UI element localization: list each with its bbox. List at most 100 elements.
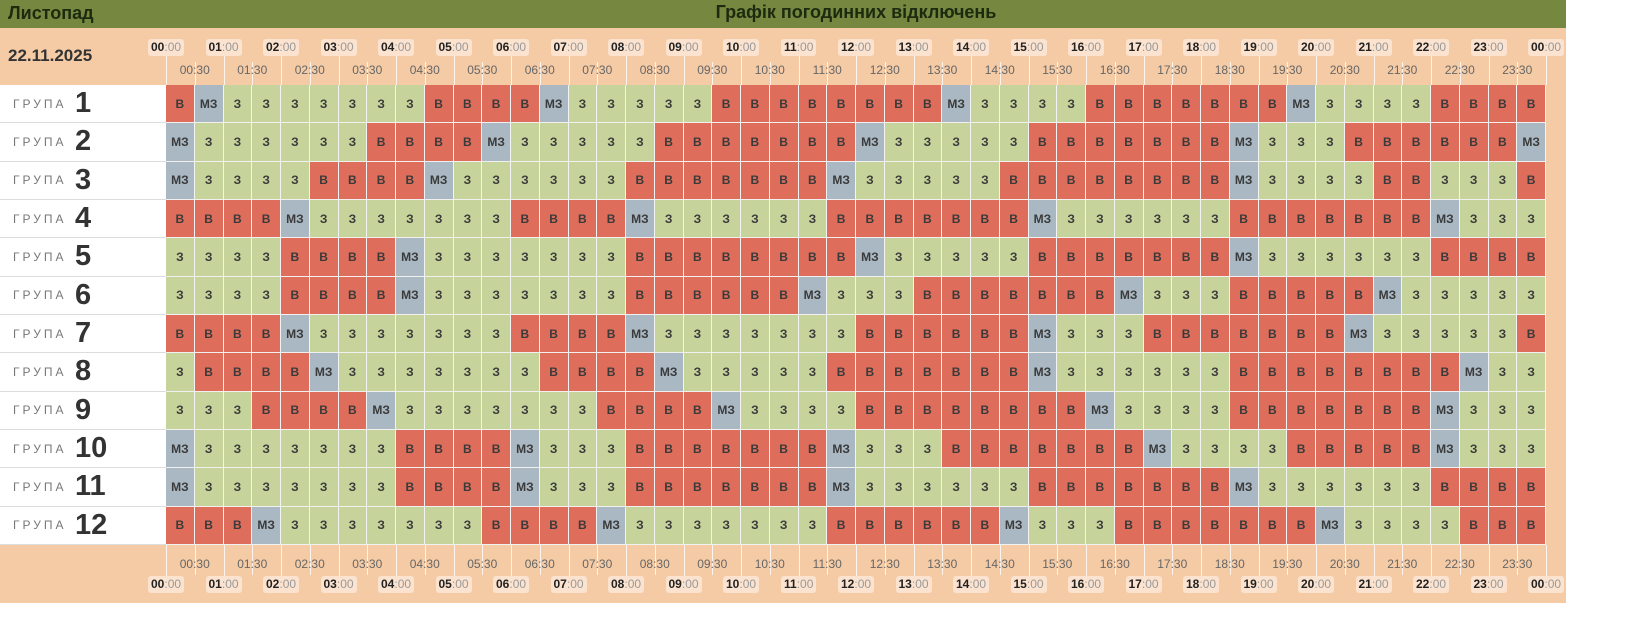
column-divider <box>597 62 599 85</box>
column-divider <box>1201 545 1202 581</box>
schedule-cell: З <box>798 353 828 392</box>
schedule-cell: МЗ <box>827 430 856 469</box>
schedule-cell: В <box>626 276 655 315</box>
schedule-cell: МЗ <box>1028 200 1058 239</box>
column-divider <box>798 545 800 581</box>
hour-label: 18:00 <box>1183 576 1220 593</box>
half-hour-label: 17:30 <box>1157 557 1188 571</box>
schedule-cell: З <box>942 238 971 277</box>
schedule-cell: З <box>827 315 856 354</box>
schedule-cell: В <box>424 468 454 507</box>
half-hour-label: 02:30 <box>294 557 325 571</box>
schedule-cell: МЗ <box>482 123 511 162</box>
schedule-cell: З <box>453 391 483 430</box>
hour-minutes: :00 <box>911 577 929 591</box>
column-divider <box>281 56 282 85</box>
hour-bold: 05 <box>438 40 452 54</box>
hour-label: 08:00 <box>608 39 645 56</box>
schedule-cell: В <box>1431 238 1460 277</box>
hour-bold: 16 <box>1071 577 1085 591</box>
schedule-cell: З <box>453 200 483 239</box>
schedule-cell: В <box>971 430 1000 469</box>
column-divider <box>1517 62 1519 85</box>
schedule-cell: З <box>1114 315 1144 354</box>
schedule-cell: В <box>884 200 914 239</box>
column-divider <box>396 545 397 581</box>
schedule-cell: В <box>367 123 396 162</box>
schedule-cell: МЗ <box>1229 468 1259 507</box>
column-divider <box>1086 56 1087 85</box>
schedule-cell: В <box>597 391 626 430</box>
schedule-cell: МЗ <box>999 506 1029 545</box>
hour-label: 05:00 <box>435 576 472 593</box>
schedule-cell: В <box>1316 391 1345 430</box>
column-divider <box>1143 56 1145 85</box>
group-label: ГРУПА 12 <box>0 506 166 545</box>
schedule-cell: В <box>1143 315 1173 354</box>
hour-minutes: :00 <box>1256 40 1274 54</box>
hour-minutes: :00 <box>969 577 987 591</box>
column-divider <box>1028 545 1030 581</box>
column-divider <box>654 62 656 85</box>
schedule-cell: В <box>712 238 741 277</box>
half-hour-label: 14:30 <box>984 63 1015 77</box>
schedule-cell: В <box>999 353 1029 392</box>
hour-minutes: :00 <box>509 40 527 54</box>
schedule-cell: З <box>1258 430 1288 469</box>
schedule-cell: З <box>194 468 224 507</box>
schedule-cell: В <box>1517 85 1546 124</box>
schedule-cell: В <box>1287 391 1316 430</box>
schedule-cell: З <box>884 276 914 315</box>
schedule-cell: В <box>1172 468 1201 507</box>
schedule-cell: З <box>884 430 914 469</box>
schedule-cell: В <box>971 276 1000 315</box>
half-hour-label: 08:30 <box>639 63 670 77</box>
schedule-cell: З <box>453 353 483 392</box>
schedule-cell: В <box>453 123 483 162</box>
column-divider <box>1344 62 1346 85</box>
schedule-cell: В <box>1028 391 1058 430</box>
column-divider <box>884 62 886 85</box>
schedule-cell: В <box>1201 123 1230 162</box>
column-divider <box>223 56 225 85</box>
schedule-cell: З <box>827 276 856 315</box>
column-divider <box>223 545 225 581</box>
schedule-cell: В <box>1316 353 1345 392</box>
schedule-cell: В <box>166 315 195 354</box>
schedule-cell: З <box>281 123 310 162</box>
hour-label: 00:00 <box>148 39 185 56</box>
half-hour-label: 22:30 <box>1444 63 1475 77</box>
schedule-cell: В <box>1143 238 1173 277</box>
hour-minutes: :00 <box>1371 40 1389 54</box>
hour-minutes: :00 <box>164 577 182 591</box>
schedule-cell: З <box>568 276 598 315</box>
schedule-cell: З <box>1057 506 1086 545</box>
schedule-cell: В <box>856 315 885 354</box>
schedule-cell: В <box>712 161 741 200</box>
hour-label: 23:00 <box>1470 39 1507 56</box>
half-hour-label: 00:30 <box>179 557 210 571</box>
schedule-cell: МЗ <box>798 276 828 315</box>
schedule-cell: З <box>913 430 943 469</box>
schedule-cell: МЗ <box>1114 276 1144 315</box>
schedule-cell: В <box>827 238 856 277</box>
schedule-cell: В <box>856 85 885 124</box>
hour-minutes: :00 <box>681 40 699 54</box>
schedule-cell: В <box>1402 123 1431 162</box>
schedule-cell: В <box>683 123 713 162</box>
schedule-cell: З <box>1028 85 1058 124</box>
schedule-cell: В <box>194 353 224 392</box>
schedule-cell: В <box>1229 391 1259 430</box>
schedule-cell: В <box>511 506 540 545</box>
hour-minutes: :00 <box>1199 40 1217 54</box>
hour-label: 08:00 <box>608 576 645 593</box>
schedule-cell: З <box>1402 506 1431 545</box>
schedule-cell: З <box>252 238 281 277</box>
half-hour-label: 12:30 <box>869 63 900 77</box>
group-word: ГРУПА <box>13 479 67 494</box>
schedule-cell: В <box>769 85 799 124</box>
schedule-cell: З <box>769 506 799 545</box>
schedule-cell: МЗ <box>1344 315 1374 354</box>
schedule-cell: З <box>367 85 396 124</box>
schedule-cell: В <box>539 315 569 354</box>
